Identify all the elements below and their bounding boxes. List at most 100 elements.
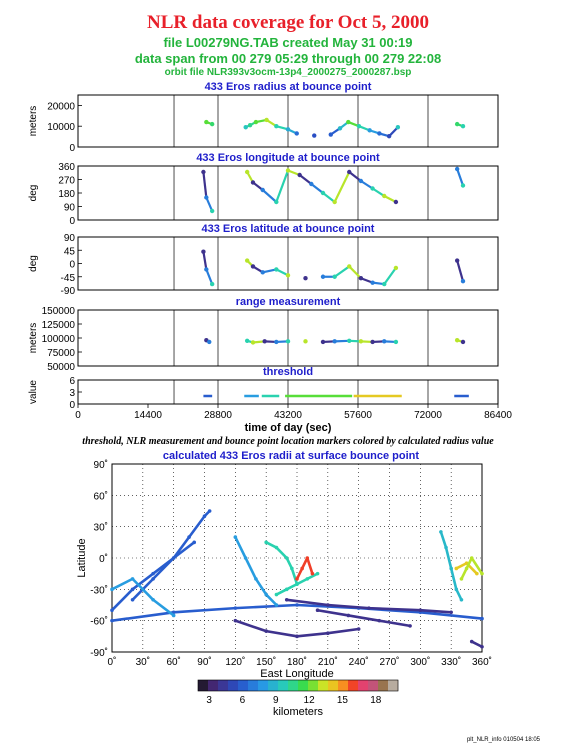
bounce-point (315, 608, 320, 613)
colorbar (197, 679, 399, 692)
colorbar-cell (248, 680, 259, 691)
data-point (303, 276, 308, 281)
bounce-track (471, 640, 483, 648)
colorbar-cell (288, 680, 299, 691)
colorbar-cell (198, 680, 209, 691)
map-x-tick-label: 90˚ (197, 656, 211, 668)
bounce-point (295, 577, 299, 581)
bounce-point (110, 618, 114, 623)
colorbar-cell (318, 680, 329, 691)
x-tick-label: 72000 (414, 410, 442, 421)
bounce-track (111, 577, 175, 617)
bounce-track (460, 556, 484, 580)
data-trace (383, 267, 397, 285)
data-point (312, 133, 317, 138)
bounce-point (254, 577, 258, 581)
bounce-point (346, 613, 351, 618)
data-trace (322, 192, 336, 203)
bounce-point (202, 514, 207, 519)
colorbar-cell (388, 680, 399, 691)
bounce-point (480, 644, 484, 649)
bounce-point (305, 577, 310, 581)
x-tick-label: 28800 (204, 410, 232, 421)
bounce-point (284, 587, 289, 592)
panel-title: threshold (263, 366, 313, 378)
colorbar-cell (328, 680, 339, 691)
data-point (209, 208, 215, 214)
bounce-point (264, 629, 268, 633)
bounce-point (192, 540, 197, 545)
colorbar-cell (358, 680, 369, 691)
bounce-point (295, 634, 299, 639)
bounce-point (290, 566, 294, 571)
data-trace (205, 268, 214, 285)
map-x-tick-label: 120˚ (225, 656, 245, 668)
map-y-tick-label: -30˚ (90, 584, 108, 596)
map-y-tick-label: -60˚ (90, 616, 108, 628)
bounce-point (454, 566, 459, 571)
map-panel (110, 463, 484, 653)
bounce-point (264, 540, 268, 545)
bounce-track (317, 608, 411, 628)
bounce-point (274, 592, 279, 597)
x-tick-label: 43200 (274, 410, 302, 421)
y-tick-label: 270 (58, 176, 75, 187)
y-axis-label: meters (28, 323, 39, 354)
bounce-point (243, 556, 248, 560)
timeseries-panel-5 (77, 379, 499, 408)
data-trace (205, 197, 214, 212)
map-x-tick-label: 330˚ (441, 656, 461, 668)
bounce-point (418, 608, 423, 613)
y-tick-label: 90 (64, 233, 76, 244)
y-tick-label: 150000 (42, 306, 76, 317)
colorbar-tick-label: 6 (240, 695, 246, 706)
y-tick-label: 0 (69, 216, 75, 227)
bounce-point (449, 566, 453, 571)
data-trace (371, 187, 385, 197)
bounce-point (480, 616, 484, 621)
bounce-point (187, 535, 191, 539)
data-trace (310, 183, 324, 194)
bounce-point (295, 582, 299, 586)
map-x-tick-label: 270˚ (379, 656, 399, 668)
bounce-point (326, 631, 330, 635)
bounce-point (305, 556, 310, 560)
map-x-tick-label: 30˚ (136, 656, 150, 668)
bounce-point (356, 627, 361, 631)
x-tick-label: 57600 (344, 410, 372, 421)
colorbar-cell (268, 680, 279, 691)
panel-title: range measurement (236, 296, 341, 308)
map-y-tick-label: 0˚ (99, 553, 108, 565)
data-trace (334, 339, 350, 343)
map-title: calculated 433 Eros radii at surface bou… (163, 450, 419, 462)
y-axis-label: value (28, 380, 39, 404)
colorbar-cell (338, 680, 349, 691)
colorbar-cell (298, 680, 309, 691)
bounce-point (444, 545, 448, 550)
map-x-tick-label: 60˚ (166, 656, 180, 668)
data-trace (202, 251, 208, 270)
panel-title: 433 Eros latitude at bounce point (202, 223, 375, 235)
data-point (285, 273, 291, 278)
colorbar-cell (258, 680, 269, 691)
data-span: data span from 00 279 05:29 through 00 2… (134, 51, 442, 66)
x-axis-label: time of day (sec) (245, 422, 332, 434)
map-x-tick-label: 300˚ (410, 656, 430, 668)
colorbar-tick-label: 18 (370, 695, 382, 706)
x-tick-label: 86400 (484, 410, 512, 421)
y-tick-label: -45 (61, 273, 76, 284)
map-x-tick-label: 240˚ (349, 656, 369, 668)
data-point (393, 265, 399, 271)
data-trace (360, 180, 374, 190)
y-axis-label: deg (28, 185, 39, 202)
bounce-point (151, 597, 155, 602)
bounce-point (459, 577, 464, 581)
y-tick-label: 100000 (42, 334, 76, 345)
colorbar-cell (238, 680, 249, 691)
x-tick-label: 14400 (134, 410, 162, 421)
y-tick-label: 6 (69, 376, 75, 387)
map-y-tick-label: 90˚ (94, 459, 108, 471)
map-x-tick-label: 0˚ (108, 656, 117, 668)
bounce-point (171, 613, 176, 618)
bounce-point (439, 530, 443, 534)
